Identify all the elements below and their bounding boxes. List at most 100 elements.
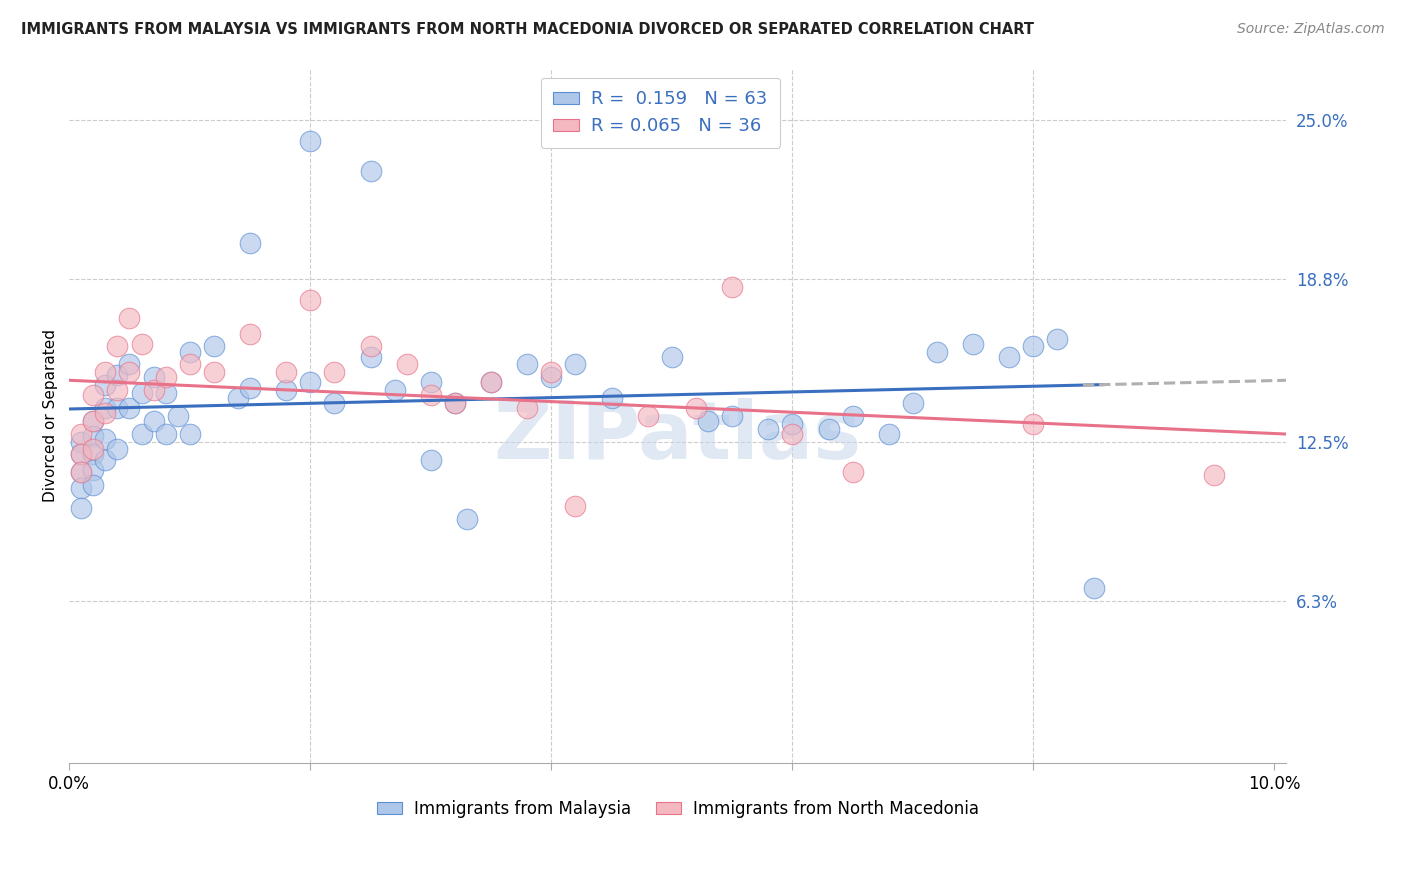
Point [226, 391, 249, 405]
Point [70, 447, 93, 461]
Point [600, 391, 623, 405]
Point [299, 134, 322, 148]
Point [877, 426, 900, 441]
Point [782, 426, 804, 441]
Point [925, 344, 948, 359]
Point [1083, 581, 1105, 595]
Point [841, 466, 863, 480]
Point [107, 442, 129, 457]
Point [782, 417, 804, 431]
Point [901, 396, 924, 410]
Point [107, 383, 129, 397]
Point [70, 466, 93, 480]
Point [479, 376, 502, 390]
Point [299, 376, 322, 390]
Point [841, 409, 863, 423]
Point [70, 501, 93, 516]
Point [82, 478, 104, 492]
Point [1204, 468, 1226, 483]
Point [1046, 332, 1069, 346]
Point [661, 350, 683, 364]
Point [166, 409, 188, 423]
Point [721, 409, 744, 423]
Point [82, 463, 104, 477]
Point [1022, 339, 1045, 353]
Point [540, 365, 562, 379]
Point [276, 383, 298, 397]
Point [384, 383, 406, 397]
Point [323, 396, 346, 410]
Point [637, 409, 659, 423]
Point [395, 357, 418, 371]
Point [118, 401, 141, 416]
Point [444, 396, 467, 410]
Point [94, 401, 117, 416]
Point [360, 350, 382, 364]
Point [70, 426, 93, 441]
Point [94, 378, 117, 392]
Point [70, 481, 93, 495]
Point [756, 422, 779, 436]
Point [94, 406, 117, 420]
Point [239, 326, 262, 341]
Point [94, 365, 117, 379]
Point [323, 365, 346, 379]
Point [516, 357, 538, 371]
Point [94, 452, 117, 467]
Point [697, 414, 720, 428]
Point [998, 350, 1021, 364]
Point [94, 432, 117, 446]
Point [1022, 417, 1045, 431]
Point [817, 422, 839, 436]
Point [118, 365, 141, 379]
Point [564, 499, 586, 513]
Point [419, 388, 441, 402]
Point [82, 414, 104, 428]
Point [82, 414, 104, 428]
Point [360, 164, 382, 178]
Point [179, 426, 201, 441]
Point [118, 357, 141, 371]
Point [479, 376, 502, 390]
Point [131, 336, 153, 351]
Point [685, 401, 707, 416]
Point [142, 383, 165, 397]
Legend: Immigrants from Malaysia, Immigrants from North Macedonia: Immigrants from Malaysia, Immigrants fro… [370, 793, 986, 824]
Point [239, 236, 262, 251]
Point [419, 376, 441, 390]
Text: IMMIGRANTS FROM MALAYSIA VS IMMIGRANTS FROM NORTH MACEDONIA DIVORCED OR SEPARATE: IMMIGRANTS FROM MALAYSIA VS IMMIGRANTS F… [21, 22, 1033, 37]
Point [155, 426, 177, 441]
Point [419, 452, 441, 467]
Point [276, 365, 298, 379]
Point [131, 426, 153, 441]
Point [82, 429, 104, 443]
Point [82, 447, 104, 461]
Point [70, 434, 93, 449]
Point [82, 388, 104, 402]
Point [142, 370, 165, 384]
Point [239, 380, 262, 394]
Point [70, 447, 93, 461]
Point [107, 401, 129, 416]
Point [962, 336, 984, 351]
Point [155, 385, 177, 400]
Point [142, 414, 165, 428]
Point [721, 280, 744, 294]
Point [444, 396, 467, 410]
Point [82, 442, 104, 457]
Point [179, 344, 201, 359]
Point [107, 339, 129, 353]
Point [155, 370, 177, 384]
Text: Source: ZipAtlas.com: Source: ZipAtlas.com [1237, 22, 1385, 37]
Text: ZIPatlas: ZIPatlas [494, 398, 862, 475]
Point [360, 339, 382, 353]
Point [70, 466, 93, 480]
Point [202, 339, 225, 353]
Point [540, 370, 562, 384]
Y-axis label: Divorced or Separated: Divorced or Separated [44, 329, 58, 502]
Point [202, 365, 225, 379]
Point [179, 357, 201, 371]
Point [131, 385, 153, 400]
Point [299, 293, 322, 307]
Point [516, 401, 538, 416]
